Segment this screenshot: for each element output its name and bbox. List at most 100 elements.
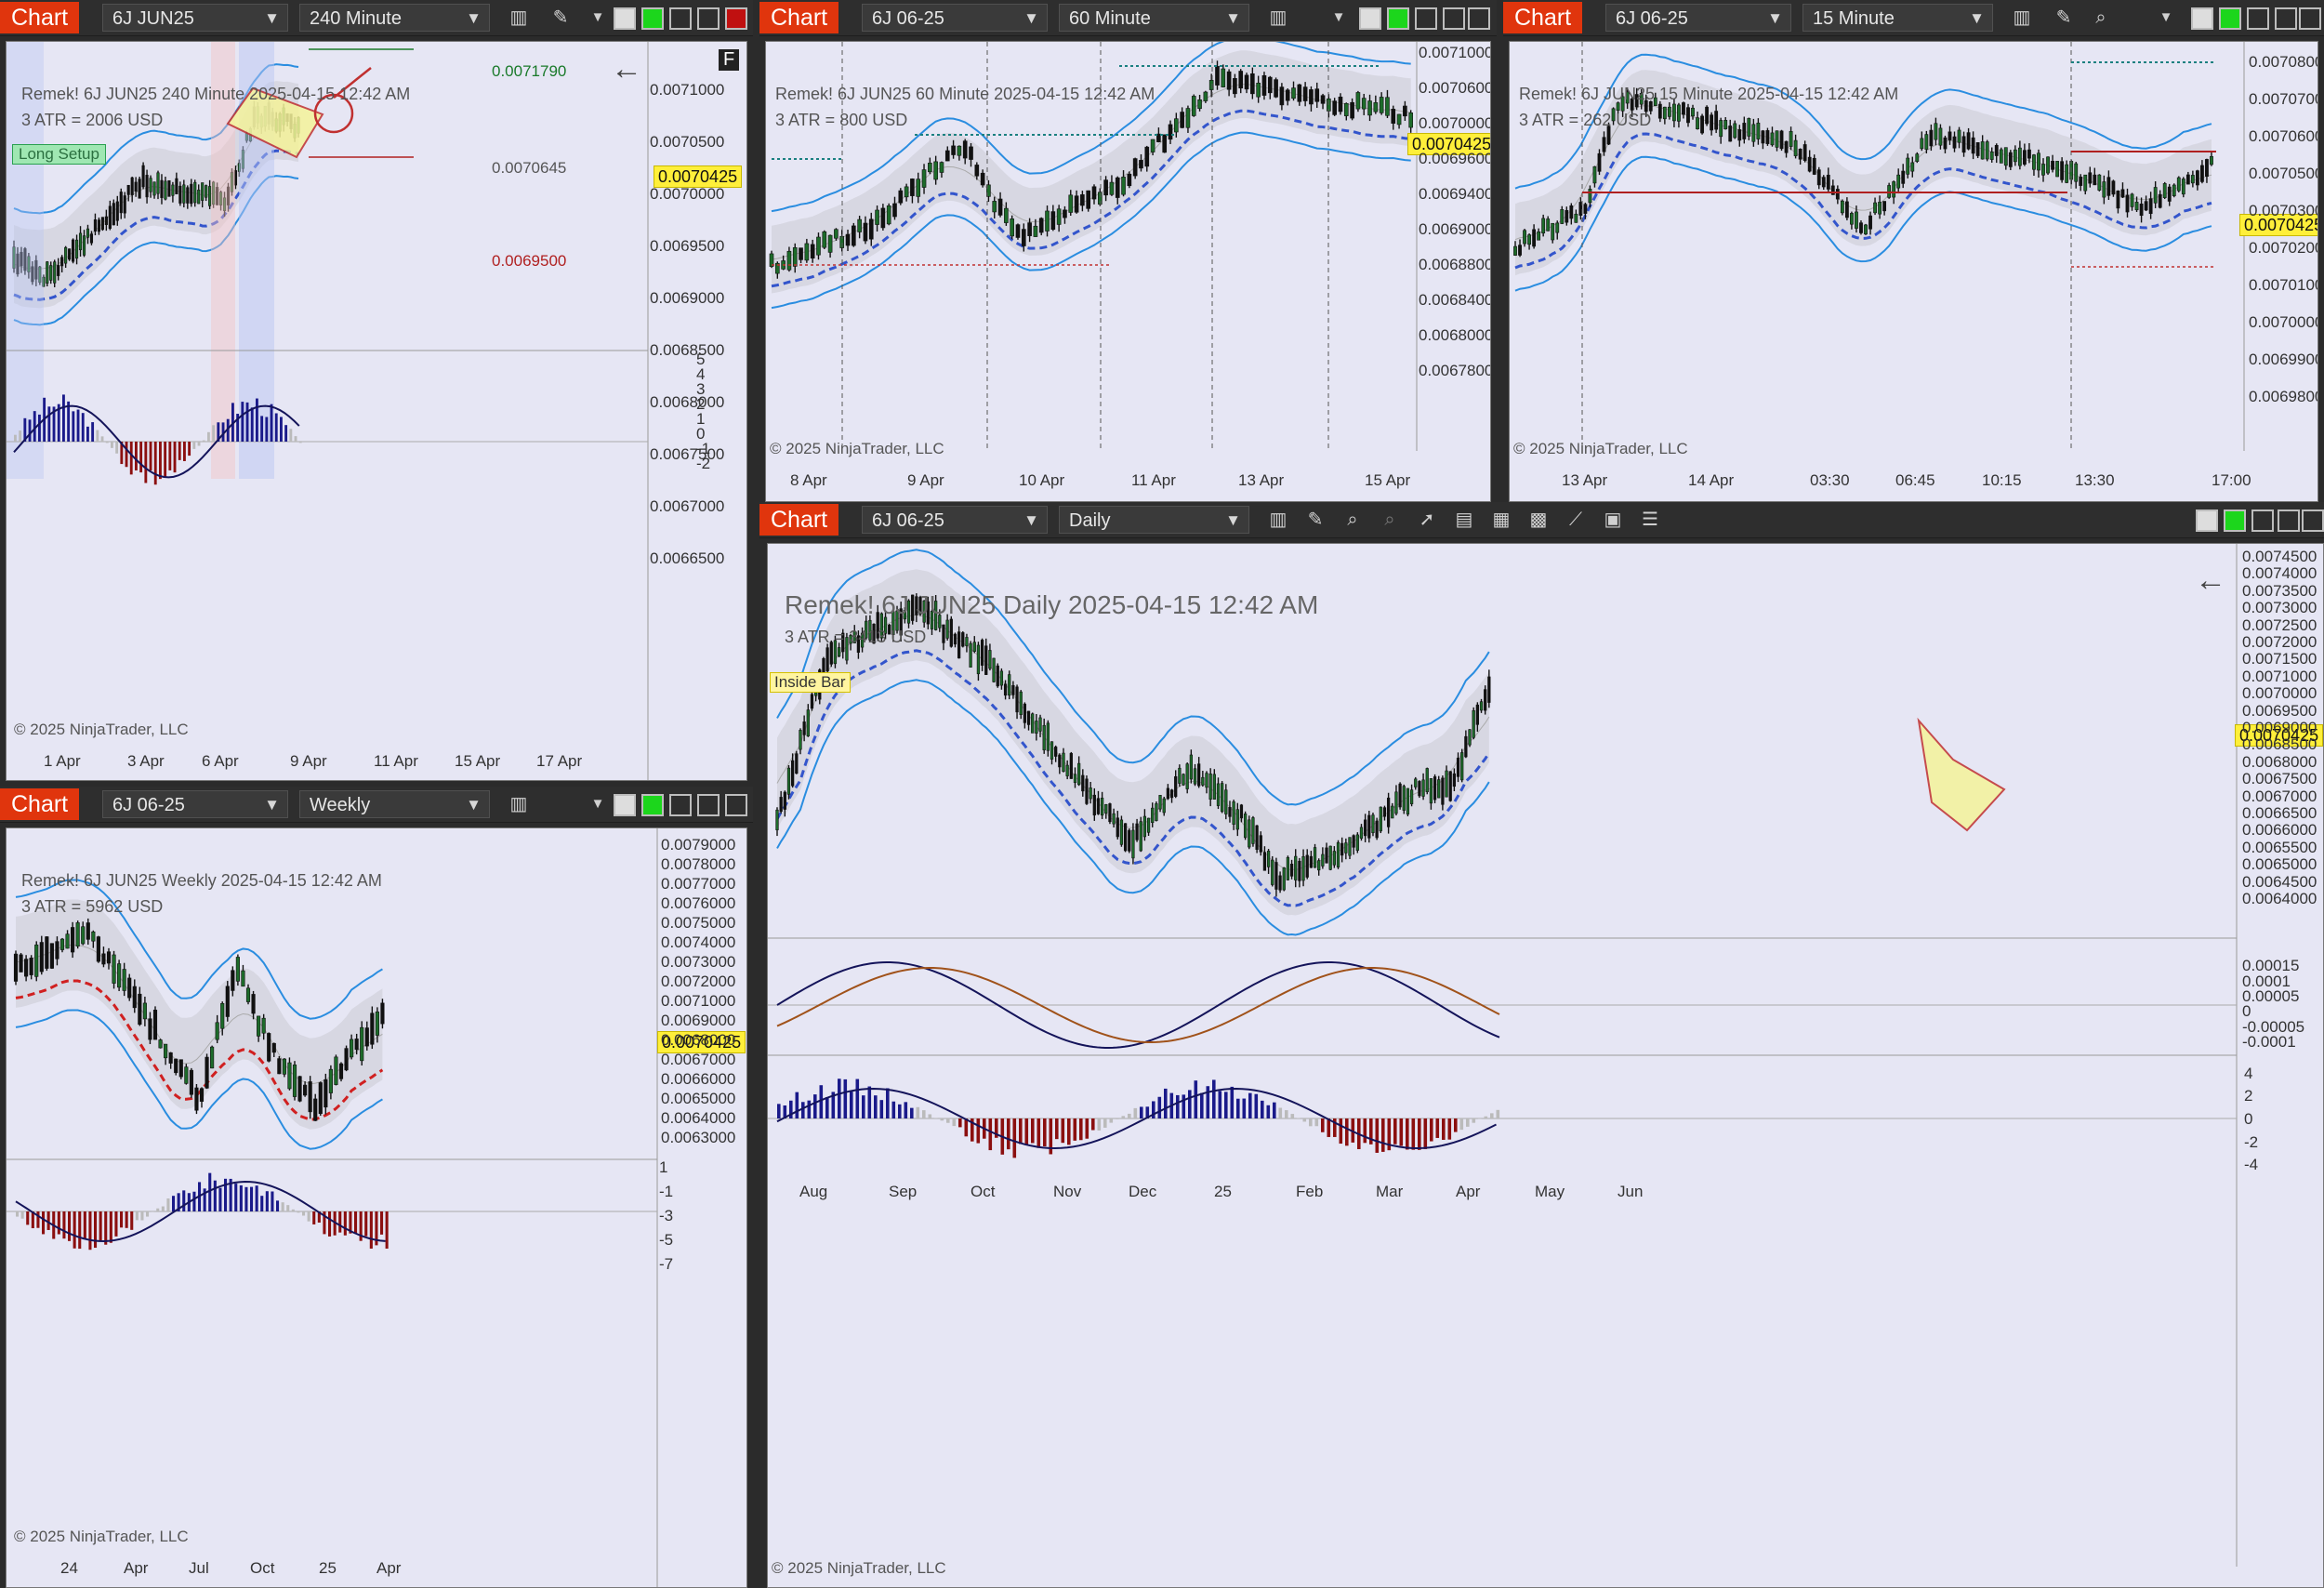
link-color-button[interactable] bbox=[2196, 509, 2218, 532]
candle-body bbox=[1425, 768, 1429, 792]
link-color-button[interactable] bbox=[614, 7, 636, 30]
dropdown-icon[interactable]: ▼ bbox=[590, 9, 605, 25]
price-plot[interactable]: Remek! 6J JUN25 Weekly 2025-04-15 12:42 … bbox=[6, 827, 747, 1588]
chart-tab[interactable]: Chart bbox=[759, 504, 839, 536]
close-icon[interactable] bbox=[2299, 7, 2321, 30]
restore-icon[interactable] bbox=[697, 794, 720, 816]
link-color-button[interactable] bbox=[1387, 7, 1409, 30]
histogram-bar bbox=[14, 434, 17, 442]
histogram-bar bbox=[23, 417, 27, 442]
instrument-selector[interactable]: 6J 06-25 ▼ bbox=[102, 790, 288, 818]
data-box-icon[interactable]: ▤ bbox=[1455, 509, 1473, 530]
indicators-icon[interactable]: ▩ bbox=[1529, 509, 1548, 530]
link-color-button[interactable] bbox=[2191, 7, 2213, 30]
drawing-tool-icon[interactable]: ✎ bbox=[2055, 7, 2072, 28]
link-color-button[interactable] bbox=[1359, 7, 1381, 30]
strategies-icon[interactable]: ⟋ bbox=[1569, 509, 1582, 530]
price-plot[interactable]: Remek! 6J JUN25 60 Minute 2025-04-15 12:… bbox=[765, 41, 1491, 502]
chart-tab[interactable]: Chart bbox=[1503, 2, 1583, 33]
minimize-icon[interactable] bbox=[669, 7, 692, 30]
candle-body bbox=[1616, 102, 1620, 112]
minimize-icon[interactable] bbox=[669, 794, 692, 816]
timeframe-selector[interactable]: Weekly ▼ bbox=[299, 790, 490, 818]
templates-icon[interactable]: ▣ bbox=[1604, 509, 1622, 530]
candle-body bbox=[1021, 229, 1026, 246]
link-color-button[interactable] bbox=[2219, 7, 2241, 30]
price-plot[interactable]: Remek! 6J JUN25 15 Minute 2025-04-15 12:… bbox=[1509, 41, 2318, 502]
flag-badge[interactable]: F bbox=[719, 49, 740, 71]
dropdown-icon[interactable]: ▼ bbox=[2159, 9, 2173, 25]
candle-body bbox=[231, 970, 235, 991]
candle-body bbox=[1892, 181, 1896, 198]
zoom-out-icon[interactable]: ⌕ bbox=[1384, 509, 1395, 530]
restore-icon[interactable] bbox=[1443, 7, 1465, 30]
instrument-selector[interactable]: 6J 06-25 ▼ bbox=[862, 4, 1048, 32]
close-icon[interactable] bbox=[1468, 7, 1490, 30]
candle-body bbox=[1379, 97, 1384, 113]
timeframe-selector[interactable]: Daily ▼ bbox=[1059, 506, 1249, 534]
restore-icon[interactable] bbox=[2275, 7, 2297, 30]
timeframe-selector[interactable]: 15 Minute ▼ bbox=[1802, 4, 1993, 32]
candle-body bbox=[1418, 781, 1421, 797]
chart-tab[interactable]: Chart bbox=[0, 2, 80, 33]
back-arrow-icon[interactable]: ← bbox=[2195, 562, 2226, 598]
bar-style-icon[interactable]: ▥ bbox=[509, 7, 528, 28]
link-color-button[interactable] bbox=[2224, 509, 2246, 532]
candle-body bbox=[2172, 184, 2176, 196]
candle-body bbox=[795, 753, 799, 774]
close-icon[interactable] bbox=[2302, 509, 2324, 532]
link-color-button[interactable] bbox=[614, 794, 636, 816]
candle-body bbox=[1565, 210, 1569, 223]
link-color-button[interactable] bbox=[641, 7, 664, 30]
properties-icon[interactable]: ▦ bbox=[1492, 509, 1511, 530]
candle-body bbox=[100, 217, 104, 231]
candle-body bbox=[1073, 774, 1077, 784]
pointer-icon[interactable]: ➚ bbox=[1419, 509, 1435, 530]
candle-body bbox=[1180, 112, 1184, 128]
bar-style-icon[interactable]: ▥ bbox=[509, 794, 528, 814]
link-color-button[interactable] bbox=[641, 794, 664, 816]
close-icon[interactable] bbox=[725, 7, 747, 30]
candle-body bbox=[822, 231, 827, 248]
list-icon[interactable]: ☰ bbox=[1642, 509, 1658, 530]
chart-tab[interactable]: Chart bbox=[759, 2, 839, 33]
candle-body bbox=[1386, 797, 1391, 827]
minimize-icon[interactable] bbox=[1415, 7, 1437, 30]
instrument-selector[interactable]: 6J 06-25 ▼ bbox=[1605, 4, 1791, 32]
candle-body bbox=[1385, 97, 1390, 116]
instrument-selector[interactable]: 6J JUN25 ▼ bbox=[102, 4, 288, 32]
upper-band bbox=[1514, 53, 2212, 190]
minimize-icon[interactable] bbox=[2251, 509, 2274, 532]
price-axis-label: 0.0069000 bbox=[1419, 220, 1491, 238]
bar-style-icon[interactable]: ▥ bbox=[1269, 509, 1287, 530]
back-arrow-icon[interactable]: ← bbox=[611, 51, 642, 86]
instrument-selector[interactable]: 6J 06-25 ▼ bbox=[862, 506, 1048, 534]
candle-body bbox=[2167, 186, 2172, 202]
zoom-in-icon[interactable]: ⌕ bbox=[1347, 509, 1358, 530]
restore-icon[interactable] bbox=[2278, 509, 2300, 532]
restore-icon[interactable] bbox=[697, 7, 720, 30]
zoom-icon[interactable]: ⌕ bbox=[2095, 7, 2106, 28]
timeframe-selector[interactable]: 60 Minute ▼ bbox=[1059, 4, 1249, 32]
candle-body bbox=[1606, 126, 1611, 145]
drawing-tool-icon[interactable]: ✎ bbox=[1307, 509, 1324, 530]
price-axis-label: 0.0067500 bbox=[2242, 770, 2317, 788]
bar-style-icon[interactable]: ▥ bbox=[2013, 7, 2031, 28]
dropdown-icon[interactable]: ▼ bbox=[590, 796, 605, 812]
price-plot[interactable]: Remek! 6J JUN25 240 Minute 2025-04-15 12… bbox=[6, 41, 747, 781]
candle-body bbox=[277, 1058, 282, 1075]
candle-body bbox=[1371, 814, 1375, 834]
histogram-bar bbox=[1484, 1116, 1488, 1118]
close-icon[interactable] bbox=[725, 794, 747, 816]
candle-body bbox=[1671, 103, 1676, 122]
minimize-icon[interactable] bbox=[2247, 7, 2269, 30]
dropdown-icon[interactable]: ▼ bbox=[1331, 9, 1346, 25]
price-plot[interactable]: Remek! 6J JUN25 Daily 2025-04-15 12:42 A… bbox=[767, 543, 2324, 1588]
drawing-tool-icon[interactable]: ✎ bbox=[552, 7, 569, 28]
candle-body bbox=[184, 1066, 189, 1084]
timeframe-selector[interactable]: 240 Minute ▼ bbox=[299, 4, 490, 32]
candle-body bbox=[976, 644, 981, 675]
candle-body bbox=[1445, 770, 1448, 798]
chart-tab[interactable]: Chart bbox=[0, 788, 80, 820]
bar-style-icon[interactable]: ▥ bbox=[1269, 7, 1287, 28]
